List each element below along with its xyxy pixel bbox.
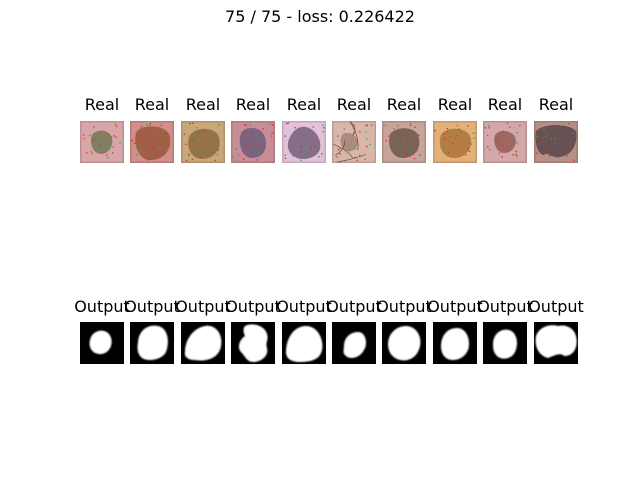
real-image-8 xyxy=(433,121,477,163)
real-image-6 xyxy=(332,121,376,163)
real-label: Real xyxy=(336,95,372,114)
real-label: Real xyxy=(235,95,271,114)
output-label: Output xyxy=(427,297,483,316)
output-label: Output xyxy=(124,297,180,316)
figure-title: 75 / 75 - loss: 0.226422 xyxy=(225,7,415,26)
output-label: Output xyxy=(175,297,231,316)
real-image-10 xyxy=(534,121,578,163)
real-image-1 xyxy=(80,121,124,163)
output-mask-6 xyxy=(332,322,376,364)
real-image-4 xyxy=(231,121,275,163)
real-image-2 xyxy=(130,121,174,163)
real-label: Real xyxy=(134,95,170,114)
output-mask-8 xyxy=(433,322,477,364)
real-label: Real xyxy=(386,95,422,114)
output-mask-4 xyxy=(231,322,275,364)
real-label: Real xyxy=(84,95,120,114)
output-mask-9 xyxy=(483,322,527,364)
output-label: Output xyxy=(74,297,130,316)
real-label: Real xyxy=(437,95,473,114)
output-mask-3 xyxy=(181,322,225,364)
output-mask-5 xyxy=(282,322,326,364)
real-label: Real xyxy=(185,95,221,114)
real-label: Real xyxy=(538,95,574,114)
output-label: Output xyxy=(326,297,382,316)
output-mask-7 xyxy=(382,322,426,364)
real-image-7 xyxy=(382,121,426,163)
real-image-5 xyxy=(282,121,326,163)
real-image-3 xyxy=(181,121,225,163)
real-label: Real xyxy=(487,95,523,114)
output-label: Output xyxy=(528,297,584,316)
output-mask-2 xyxy=(130,322,174,364)
output-mask-1 xyxy=(80,322,124,364)
real-label: Real xyxy=(286,95,322,114)
output-mask-10 xyxy=(534,322,578,364)
output-label: Output xyxy=(276,297,332,316)
output-label: Output xyxy=(376,297,432,316)
real-image-9 xyxy=(483,121,527,163)
output-label: Output xyxy=(225,297,281,316)
output-label: Output xyxy=(477,297,533,316)
